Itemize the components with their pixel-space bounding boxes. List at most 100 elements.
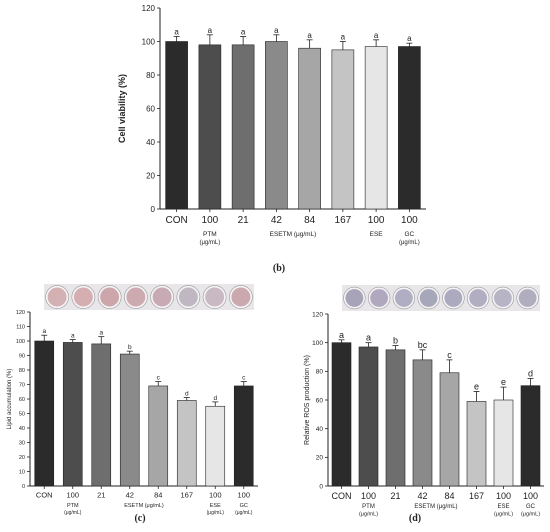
bar [412,359,433,487]
x-tick-label: 167 [180,491,193,500]
x-tick-label: 100 [523,491,538,501]
y-tick-label: 100 [312,340,323,347]
significance-label: a [208,26,213,35]
y-tick-label: 100 [142,37,156,46]
bar [358,346,379,487]
x-tick-label: 100 [202,215,219,226]
bar [62,342,83,487]
bar [34,340,55,487]
x-tick-label: 100 [361,491,376,501]
significance-label: a [374,31,379,40]
well-stain [73,287,93,307]
x-tick-label: 21 [390,491,400,501]
bar [331,342,352,487]
x-tick-label: 167 [335,215,352,226]
bar [493,399,514,487]
significance-label: a [99,330,103,337]
well-stain [100,287,120,307]
x-tick-label: 84 [304,215,316,226]
x-tick-label: 84 [444,491,454,501]
y-tick-label: 20 [316,455,324,462]
y-axis-label: Cell viability (%) [117,74,127,143]
well-stain [231,287,251,307]
x-tick-label: 100 [368,215,385,226]
x-tick-label: 84 [154,491,162,500]
well-stain [469,289,488,307]
well-stain [493,289,512,307]
well-stain [444,289,463,307]
bar [466,401,487,487]
significance-label: a [366,333,371,343]
x-tick-label: CON [332,491,352,501]
y-tick-label: 90 [19,353,25,359]
x-tick-label: 42 [417,491,427,501]
group-unit-label: (μg/mL) [359,512,378,518]
group-label: PTM [203,231,217,238]
y-tick-label: 10 [19,469,25,475]
well-stain [419,289,438,307]
bar [331,49,355,210]
x-tick-label: 100 [401,215,418,226]
well-stain [518,289,537,307]
x-tick-label: 100 [496,491,511,501]
y-tick-label: 60 [146,104,155,113]
y-tick-label: 40 [146,138,155,147]
x-tick-label: 21 [97,491,105,500]
bar [165,41,188,210]
bar [148,385,169,487]
group-unit-label: (μg/mL) [199,240,220,246]
well-stain [394,289,413,307]
group-label: ESETM (μg/mL) [124,503,164,509]
significance-label: b [393,336,398,346]
x-tick-label: CON [166,215,188,226]
well-stain [178,287,198,307]
y-tick-label: 40 [316,426,324,433]
bar [231,44,255,210]
y-tick-label: 60 [19,397,25,403]
bar [176,400,197,487]
bar [298,47,321,210]
y-tick-label: 0 [151,205,156,214]
group-unit-label: (μg/mL) [521,512,540,518]
significance-label: c [447,350,452,360]
bar [439,372,460,487]
x-tick-label: 167 [469,491,484,501]
bar [398,46,421,210]
group-unit-label: (μg/mL) [207,510,225,516]
significance-label: d [528,369,533,379]
y-tick-label: 60 [316,397,324,404]
bar [265,41,288,210]
panel-b-cell-viability-chart: 0 20 40 60 80 100 120 Cell viability (%) a CON a 10… [117,4,426,246]
significance-label: e [474,381,479,391]
well-stain [370,289,389,307]
y-tick-label: 40 [19,426,25,432]
y-tick-label: 80 [316,369,324,376]
significance-label: e [501,377,506,387]
group-unit-label: (μg/mL) [235,510,253,516]
y-tick-label: 20 [146,171,155,180]
well-stain [205,287,225,307]
bar [385,349,406,487]
panel-d-ros-production-chart: 0 20 40 60 80 100 120 Relative ROS production (… [304,285,544,518]
group-label: PTM [67,503,79,509]
x-tick-label: 100 [237,491,250,500]
significance-label: a [174,27,179,36]
bar [364,46,388,210]
group-label: PTM [362,504,375,510]
x-tick-label: 42 [126,491,134,500]
bar [520,385,541,487]
y-tick-label: 20 [19,455,25,461]
group-unit-label: (μg/mL) [64,510,82,516]
significance-label: a [274,26,279,35]
group-label: GC [240,503,248,509]
panel-label-d: (d) [409,513,421,524]
bar [198,44,222,210]
y-tick-label: 110 [16,324,25,330]
group-label: GC [405,231,415,238]
group-label: GC [526,504,536,510]
group-unit-label: (μg/mL) [494,512,513,518]
well-stain [345,289,364,307]
group-label: ESE [370,231,384,238]
significance-label: c [157,375,161,382]
